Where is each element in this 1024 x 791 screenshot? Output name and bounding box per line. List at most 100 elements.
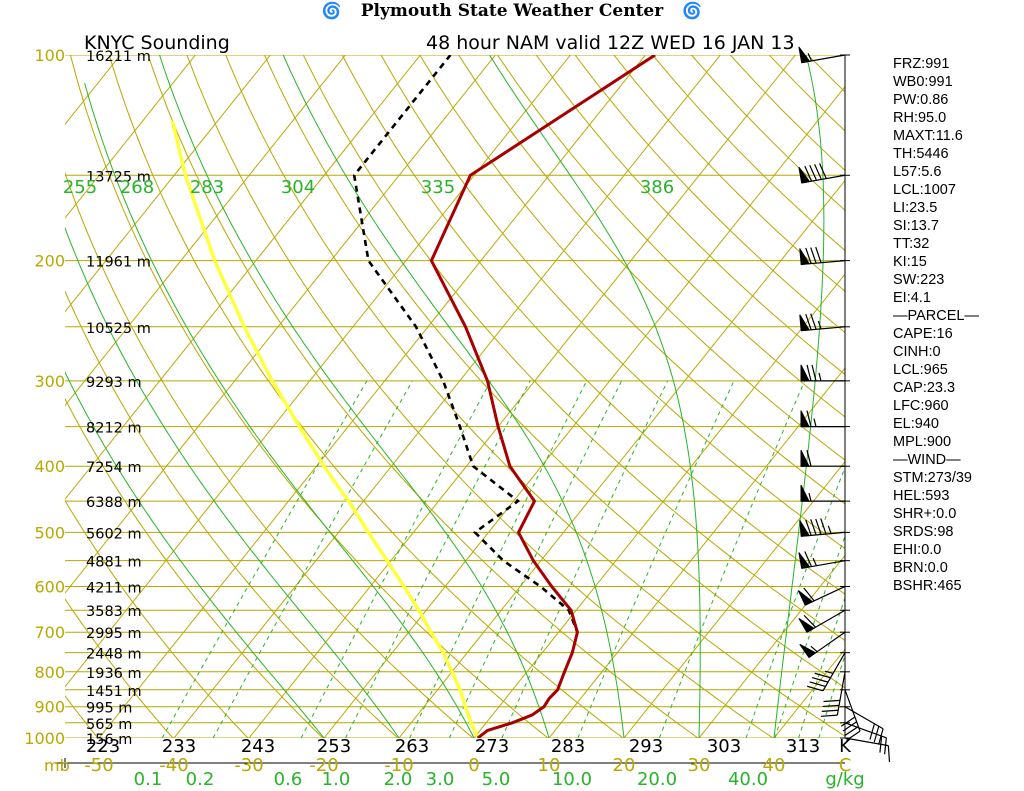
wind-barb-flag xyxy=(799,314,810,332)
isotherm-line xyxy=(548,367,845,738)
wind-barb xyxy=(797,585,846,606)
index-item: SW:223 xyxy=(893,272,945,288)
dry-adiabat-line xyxy=(65,397,324,738)
header: 🌀 Plymouth State Weather Center 🌀 xyxy=(0,0,1024,22)
wind-barb-full xyxy=(844,725,859,737)
theta-label: 223 xyxy=(86,736,120,757)
wind-barb-full xyxy=(884,737,887,755)
mixing-ratio-line xyxy=(409,380,588,738)
moist-adiabat-line xyxy=(773,55,825,738)
pressure-axis-label: mb xyxy=(44,756,70,775)
temperature-tick-label: 30 xyxy=(688,755,711,776)
wind-barb xyxy=(806,652,846,692)
height-label: 16211 m xyxy=(86,49,151,65)
mixing-ratio-line xyxy=(300,380,492,738)
wind-barb-full xyxy=(806,364,812,382)
mixing-ratio-line xyxy=(577,380,735,738)
moist-adiabat-line xyxy=(282,55,625,738)
wind-barb-full xyxy=(809,681,826,688)
index-item: LCL:965 xyxy=(893,362,948,378)
dry-adiabat-line xyxy=(225,55,845,737)
isotherm-line xyxy=(323,85,845,738)
dry-adiabat-line xyxy=(65,499,249,738)
isotherm-line xyxy=(623,460,845,738)
dry-adiabat-line xyxy=(302,55,845,642)
index-item: SRDS:98 xyxy=(893,524,954,540)
wind-barb xyxy=(800,484,845,502)
temperature-tick-label: -10 xyxy=(384,755,413,776)
theta-label: 243 xyxy=(241,736,275,757)
index-item: HEL:593 xyxy=(893,488,950,504)
wind-barb-flag xyxy=(800,364,810,382)
theta-e-label: 268 xyxy=(120,177,154,198)
wind-barb-full xyxy=(823,699,841,703)
wind-barb-half xyxy=(813,418,817,427)
wind-barb-flag xyxy=(800,410,810,428)
pressure-label: 800 xyxy=(34,663,65,682)
mixing-ratio-label: 1.0 xyxy=(322,769,351,790)
index-item: CAP:23.3 xyxy=(893,380,956,396)
wind-barb xyxy=(820,671,846,717)
mixing-ratio-label: 3.0 xyxy=(426,769,455,790)
wind-barb xyxy=(800,410,845,428)
index-item: STM:273/39 xyxy=(893,470,972,486)
hurricane-icon-right: 🌀 xyxy=(682,1,703,20)
pressure-label: 300 xyxy=(34,372,65,391)
mixing-ratio-line xyxy=(448,380,623,738)
dry-adiabat-line xyxy=(65,171,474,738)
wind-barb-full xyxy=(810,247,817,264)
moist-adiabat-line xyxy=(489,55,701,738)
height-label: 11961 m xyxy=(86,255,151,271)
wind-barb-staff xyxy=(822,652,846,692)
theta-label: 303 xyxy=(707,736,741,757)
wind-barb-flag xyxy=(797,590,814,606)
height-label: 2995 m xyxy=(86,626,142,642)
wind-barb-staff xyxy=(844,722,887,739)
index-item: SI:13.7 xyxy=(893,218,939,234)
index-item: CAPE:16 xyxy=(893,326,953,342)
wind-barb-flag xyxy=(800,484,810,502)
wind-barb-half xyxy=(817,320,822,330)
wind-barb-full xyxy=(805,519,812,536)
wind-barb-full xyxy=(806,685,824,692)
wind-barb-full xyxy=(805,247,812,264)
temperature-tick-label: 0 xyxy=(468,755,479,776)
wind-barb-full xyxy=(803,614,816,628)
mixing-ratio-line xyxy=(161,380,368,738)
mixing-ratio-label: 5.0 xyxy=(482,769,511,790)
wind-barb-half xyxy=(827,525,832,534)
dry-adiabat-line xyxy=(108,55,624,738)
dry-adiabat-line xyxy=(380,55,845,550)
temperature-trace xyxy=(429,55,656,738)
hurricane-icon-left: 🌀 xyxy=(321,1,342,20)
index-item: SHR+:0.0 xyxy=(893,506,957,522)
index-item: CINH:0 xyxy=(893,344,941,360)
wind-barb-flag xyxy=(798,552,811,569)
header-title: Plymouth State Weather Center xyxy=(360,1,664,21)
temperature-tick-label: 20 xyxy=(613,755,636,776)
dry-adiabat-line xyxy=(419,55,845,505)
height-label: 2448 m xyxy=(86,647,142,663)
wind-barb-flag xyxy=(798,46,811,64)
mixing-ratio-label: 0.6 xyxy=(274,769,303,790)
wind-barb-full xyxy=(814,164,822,180)
temperature-tick-label: 40 xyxy=(763,755,786,776)
wind-barb-flag xyxy=(799,248,810,265)
wind-barb-half xyxy=(818,372,822,382)
isotherm-line xyxy=(398,179,845,738)
theta-label: 283 xyxy=(551,736,585,757)
wind-barb xyxy=(840,689,861,741)
isotherm-line xyxy=(65,55,421,501)
mixing-ratio-label: 40.0 xyxy=(728,769,768,790)
wind-barb-full xyxy=(804,165,813,182)
temperature-tick-label: -40 xyxy=(159,755,188,776)
height-label: 1936 m xyxy=(86,666,142,682)
wind-barb-full xyxy=(809,164,817,181)
height-label: 5602 m xyxy=(86,526,142,542)
pressure-label: 500 xyxy=(34,523,65,542)
station-label: KNYC Sounding xyxy=(84,32,230,54)
temperature-tick-label: -20 xyxy=(309,755,338,776)
wind-barb-flag xyxy=(800,449,810,467)
mixing-ratio-line xyxy=(212,380,413,738)
dry-adiabat-line xyxy=(186,55,774,738)
